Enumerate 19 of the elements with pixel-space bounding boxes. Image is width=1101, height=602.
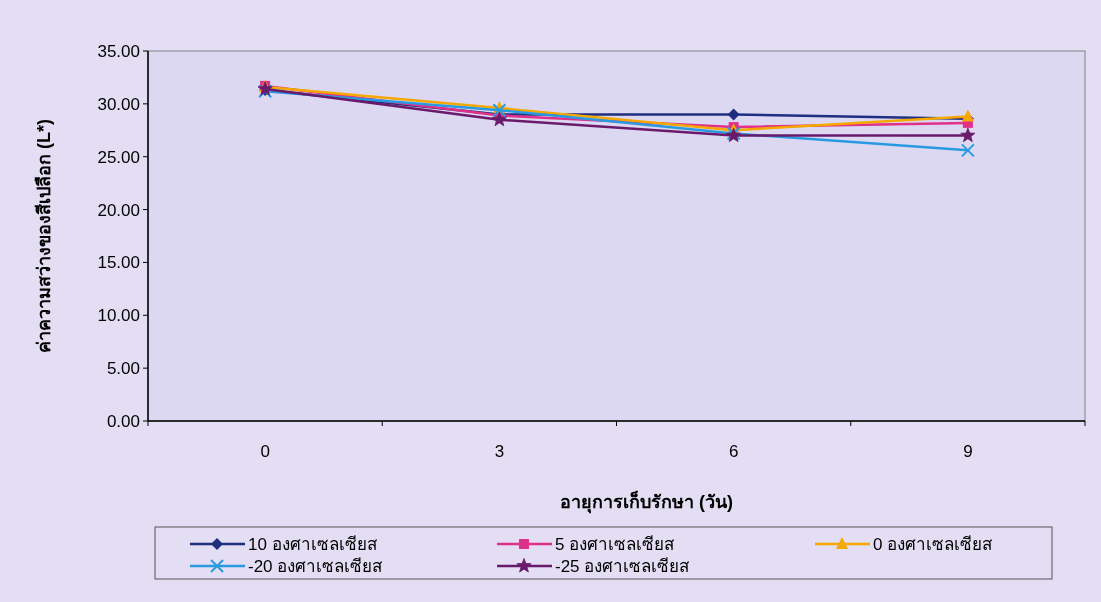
y-tick-label: 30.00 — [97, 94, 140, 114]
legend-label: 5 องศาเซลเซียส — [555, 535, 676, 554]
y-tick-label: 0.00 — [106, 412, 140, 431]
y-tick-label: 35.00 — [97, 42, 140, 61]
y-tick-label: 15.00 — [97, 253, 140, 273]
legend-label: -20 องศาเซลเซียส — [248, 557, 384, 576]
x-tick-label: 6 — [728, 442, 739, 461]
y-tick-label: 10.00 — [97, 306, 140, 326]
y-tick-label: 25.00 — [97, 147, 140, 167]
legend-label: -25 องศาเซลเซียส — [555, 557, 691, 576]
x-tick-label: 0 — [260, 442, 270, 461]
y-tick-label: 20.00 — [97, 200, 140, 220]
legend-label: 10 องศาเซลเซียส — [248, 535, 378, 554]
legend-label: 0 องศาเซลเซียส — [873, 535, 994, 554]
x-tick-label: 3 — [494, 442, 505, 461]
x-tick-label: 9 — [963, 442, 973, 461]
y-tick-label: 5.00 — [106, 359, 140, 379]
x-axis-title: อายุการเก็บรักษา (วัน) — [560, 490, 733, 514]
y-axis-title: ค่าความสว่างของสีเปลือก (L*) — [34, 119, 54, 353]
